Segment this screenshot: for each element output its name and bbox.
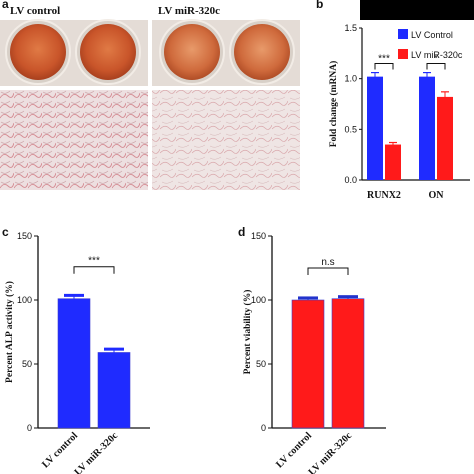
chart-d-ytick-label: 150 [251,231,266,241]
chart-d-errorbar-cap [338,295,358,299]
chart-c-sig-label: *** [88,256,100,267]
panel-b-letter: b [316,0,323,11]
chart-d-sig-bracket [307,267,349,275]
chart-c-errorbar-cap [64,293,84,297]
chart-b-legend-label: LV Control [411,30,453,40]
chart-c-ytick-label: 150 [17,231,32,241]
chart-d-sig-label: n.s [321,257,334,268]
chart-c-ytick-label: 0 [27,423,32,433]
chart-c-ylabel: Percent ALP activity (%) [4,281,15,383]
plate-photo-treatment [152,19,300,86]
plate-photo-control [0,19,148,86]
chart-d-viability: Percent viability (%) 0 50 100 150 LV control… [242,231,386,474]
chart-b-sig-bracket [426,62,446,70]
chart-b-ytick-label: 0.0 [344,175,357,185]
chart-b-legend-swatch [398,49,408,59]
chart-d-category-label: LV control [274,430,314,470]
chart-b-ylabel: Fold change (mRNA) [328,61,339,148]
chart-d-category-label: LV miR-320c [306,430,354,474]
photo-label-control: LV control [10,5,60,17]
chart-d-ytick-label: 0 [261,423,266,433]
chart-c-sig-bracket [73,266,115,274]
chart-c-ytick-label: 100 [17,295,32,305]
chart-c-bar [57,298,91,429]
chart-b-bar [437,96,453,180]
chart-b-fold-change: Fold change (mRNA) 0.0 0.5 1.0 1.5 *** RUNX2 * O… [328,0,474,208]
chart-c-category-label: LV control [40,430,80,470]
panel-a: a LV control LV miR-320c [0,0,300,190]
chart-d-ytick-label: 50 [256,359,266,369]
chart-d-bar [291,299,325,429]
chart-b-bar [367,76,383,180]
chart-b-sig-label: * [434,53,438,64]
panel-a-letter: a [2,0,9,11]
chart-d-ylabel: Percent viability (%) [242,290,253,375]
chart-b-ytick-label: 1.5 [344,23,357,33]
chart-b-ytick-label: 0.5 [344,124,357,134]
panel-c-letter: c [2,225,9,239]
chart-d-bar [331,298,365,429]
chart-c-ytick-label: 50 [22,359,32,369]
chart-b-category-label: ON [429,190,445,201]
micrograph-control [0,90,148,190]
chart-c-errorbar-cap [104,347,124,351]
chart-b-sig-label: *** [378,53,390,64]
micrograph-treatment [152,90,300,190]
chart-d-errorbar-cap [298,296,318,300]
chart-b-legend-swatch [398,29,408,39]
chart-c-bar [97,352,131,429]
chart-c-alp-activity: Percent ALP activity (%) 0 50 100 150 LV cont… [4,231,150,474]
chart-c-category-label: LV miR-320c [72,430,120,474]
chart-b-category-label: RUNX2 [367,190,401,201]
chart-b-legend-label: LV miR-320c [411,50,463,60]
chart-b-ytick-label: 1.0 [344,74,357,84]
panel-d-letter: d [238,225,245,239]
chart-b-bar [419,76,435,180]
photo-label-treatment: LV miR-320c [158,5,220,17]
chart-b-sig-bracket [374,62,394,70]
chart-d-ytick-label: 100 [251,295,266,305]
chart-b-bar [385,144,401,180]
